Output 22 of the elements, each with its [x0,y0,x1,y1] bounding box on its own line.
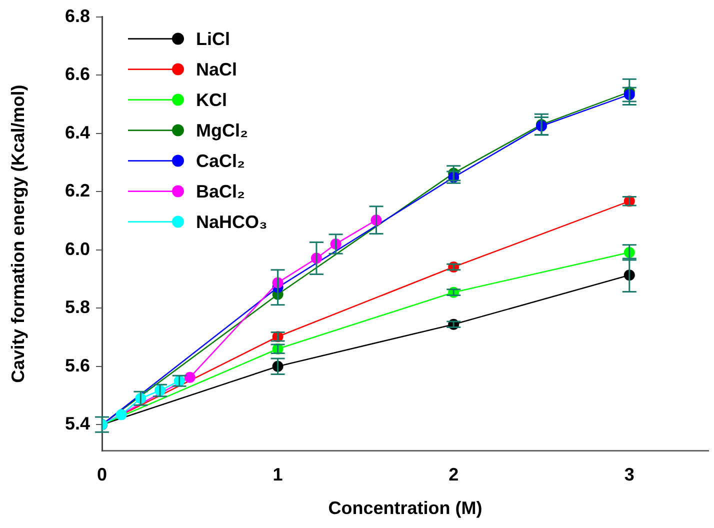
y-tick-label: 6.0 [64,238,90,259]
y-axis-title: Cavity formation energy (Kcal/mol) [8,84,28,383]
point [184,372,196,383]
y-tick-label: 6.2 [64,180,90,201]
x-tick-label: 3 [624,464,634,485]
y-tick-label: 6.4 [64,122,90,142]
y-tick-label: 5.8 [64,297,90,318]
legend-label: CaCl₂ [196,150,246,171]
x-tick-label: 2 [448,464,459,485]
y-tick-label: 6.6 [64,64,90,84]
y-tick-label: 5.6 [64,355,90,376]
legend-label: BaCl₂ [196,181,246,202]
legend-label: NaHCO₃ [196,212,268,232]
legend-label: NaCl [196,59,238,80]
legend-label: MgCl₂ [196,120,248,140]
legend-label: KCl [196,90,227,110]
y-tick-label: 6.8 [64,6,90,26]
legend-label: LiCl [196,28,230,49]
x-tick-label: 1 [272,464,283,485]
x-tick-label: 0 [96,464,108,485]
x-axis-title: Concentration (M) [328,498,482,518]
y-tick-label: 5.4 [64,414,90,434]
